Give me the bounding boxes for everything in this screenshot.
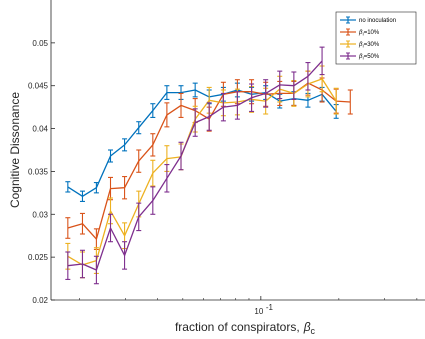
error-bar [164,164,170,193]
error-bar [192,82,198,98]
error-bar [93,255,99,285]
error-bar [136,149,142,173]
error-bar [136,202,142,232]
x-axis-title-subscript: c [311,326,316,336]
x-axis-title: fraction of conspirators, βc [175,320,316,336]
legend-entry-2: βI=30% [340,40,380,49]
error-bar [178,92,184,118]
error-bar [333,87,339,115]
y-axis-title: Cognitive Dissonance [8,92,22,208]
legend-label-subscript: I [362,44,363,49]
error-bar [277,70,283,100]
error-bar [291,71,297,100]
error-bar [192,108,198,137]
error-bar [150,159,156,187]
x-tick-label: 10 [254,307,263,316]
legend-entry-0: no inoculation [340,16,396,24]
error-bar [164,85,170,100]
legend-label: βI=30% [358,42,380,49]
legend-box [335,11,417,65]
error-bar [220,92,226,122]
error-bar [249,83,255,112]
error-bar [347,89,353,115]
legend-label-symbol: β [358,30,363,36]
legend-label: βI=50% [358,54,380,61]
error-bar [234,91,240,120]
y-tick-label: 0.045 [28,82,49,91]
series-layer [65,46,353,285]
legend-label-subscript: I [362,56,363,61]
error-bar [206,102,212,131]
error-bar [263,79,269,108]
error-bar [79,249,85,279]
x-tick-exponent: -1 [266,303,274,312]
error-bar [122,241,128,270]
axes-layer: 0.02 0.025 0.03 0.035 0.04 0.045 0.05 10 -1 [28,0,425,316]
legend-label-rest: =30% [364,42,380,48]
error-bar [319,46,325,76]
error-bar [65,181,71,193]
error-bar [164,102,170,128]
y-tick-label: 0.02 [32,296,48,305]
legend-label-rest: =50% [364,54,380,60]
error-bar [108,213,114,243]
error-bar [305,62,311,91]
error-bar [150,103,156,118]
error-bar [136,121,142,135]
error-bar [150,186,156,215]
error-bar [65,217,71,239]
error-bar [93,182,99,194]
error-bar [122,138,128,152]
legend-label-subscript: I [362,32,363,37]
error-bar [122,176,128,200]
y-tick-label: 0.03 [32,210,48,219]
y-tick-label: 0.025 [28,253,49,262]
legend-label: βI=10% [358,30,380,37]
error-bar [178,141,184,171]
legend-label-symbol: β [358,54,363,60]
legend-entry-1: βI=10% [340,28,380,37]
legend-label: no inoculation [359,18,396,24]
series-line [67,78,337,266]
error-bar [150,133,156,157]
error-bar [79,190,85,202]
x-axis-title-symbol: β [303,320,311,334]
x-axis-title-text: fraction of conspirators, [175,320,300,334]
legend-label-symbol: β [358,42,363,48]
legend-entry-3: βI=50% [340,52,380,61]
legend-label-rest: =10% [364,30,380,36]
y-tick-label: 0.05 [32,39,48,48]
y-tick-label: 0.04 [32,125,48,134]
y-tick-label: 0.035 [28,167,49,176]
error-bar [79,212,85,235]
error-bar [65,251,71,280]
error-bar [108,149,114,163]
series-3 [65,46,325,285]
